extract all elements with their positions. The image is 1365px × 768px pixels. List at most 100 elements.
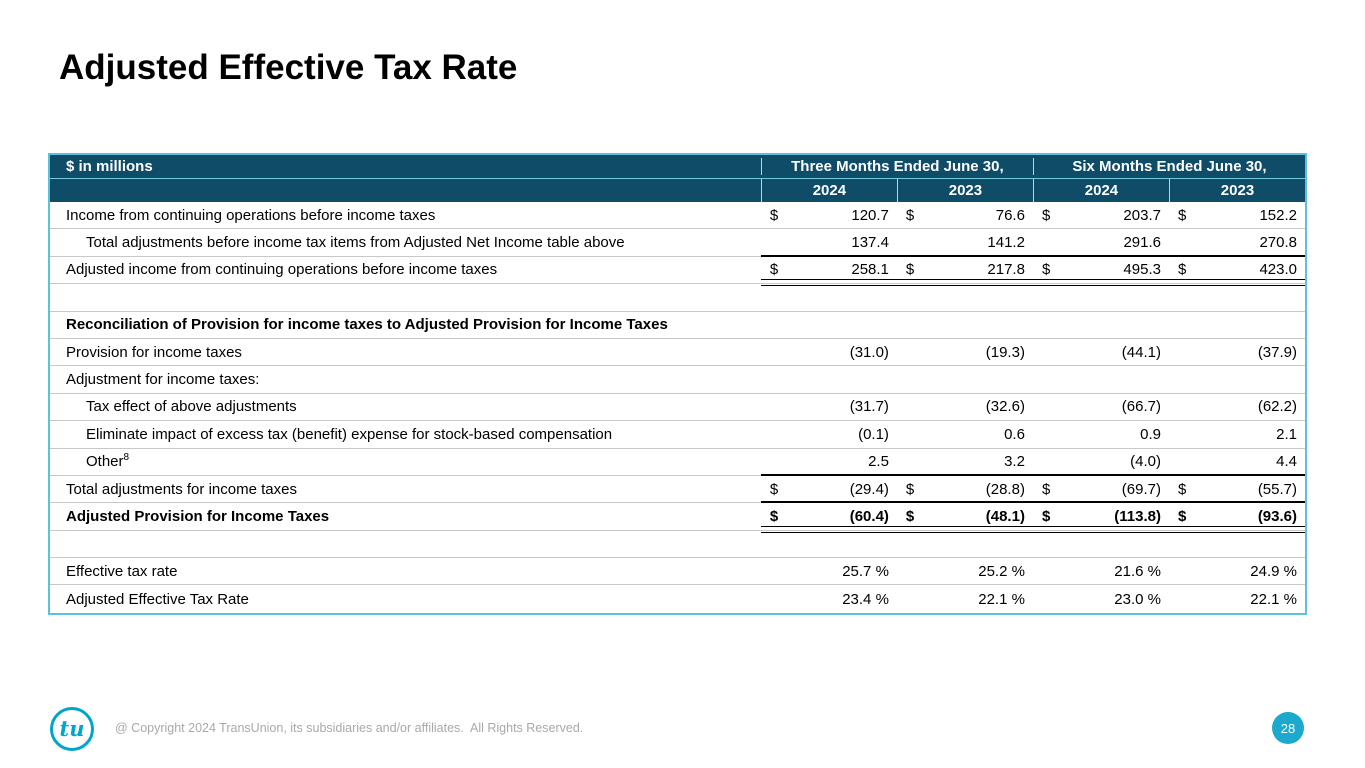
table-row: Adjusted Provision for Income Taxes $ (60… [50, 503, 1306, 534]
table-cell: 22.1 % [1250, 590, 1297, 608]
table-cell: $ (55.7) [1177, 480, 1297, 498]
table-cell: $258.1 [769, 261, 889, 279]
table-cell: $ (60.4) [769, 507, 889, 525]
logo-text: tu [59, 715, 85, 741]
table-row: Effective tax rate 25.7 % 25.2 % 21.6 % 24.… [50, 558, 1305, 586]
table-cell: $ (93.6) [1177, 507, 1297, 525]
row-label: Other8 [86, 453, 130, 471]
row-values: 25.7 % 25.2 % 21.6 % 24.9 % [761, 558, 1305, 584]
table-cell: $152.2 [1177, 206, 1297, 224]
page-title: Adjusted Effective Tax Rate [59, 48, 518, 87]
row-values: (31.0) (19.3) (44.1) (37.9) [761, 339, 1305, 365]
row-label: Total adjustments before income tax item… [86, 234, 625, 252]
table-cell [1169, 366, 1305, 392]
table-cell [1033, 284, 1169, 310]
table-cell [897, 366, 1033, 392]
table-cell: 25.7 % [842, 562, 889, 580]
table-cell [761, 366, 897, 392]
table-cell [897, 531, 1033, 557]
table-row: Income from continuing operations before… [50, 202, 1305, 230]
table-cell: $ (28.8) [905, 480, 1025, 498]
table-cell: 24.9 % [1250, 562, 1297, 580]
table-cell: $ (48.1) [905, 507, 1025, 525]
table-cell [897, 312, 1033, 338]
table-row: Other8 2.5 3.2 (4.0) 4.4 [50, 449, 1306, 477]
row-values [761, 531, 1305, 557]
row-values: $ (60.4) $ (48.1) $ (113.8) $ (93.6) [760, 503, 1306, 534]
table-cell: $495.3 [1041, 261, 1161, 279]
table-cell [897, 284, 1033, 310]
table-cell: $76.6 [905, 206, 1025, 224]
page-number-badge: 28 [1272, 712, 1304, 744]
table-cell: $423.0 [1177, 261, 1297, 279]
table-cell [761, 531, 897, 557]
row-label: Eliminate impact of excess tax (benefit)… [86, 425, 613, 443]
row-values: (0.1) 0.6 0.9 2.1 [761, 421, 1305, 447]
table-row: Total adjustments for income taxes $ (29.… [50, 476, 1306, 504]
transunion-logo-icon: tu [50, 707, 94, 751]
table-cell [1169, 312, 1305, 338]
table-cell: 137.4 [851, 234, 889, 252]
table-row [50, 531, 1305, 559]
table-cell: 291.6 [1123, 234, 1161, 252]
row-values: (31.7) (32.6) (66.7) (62.2) [761, 394, 1305, 420]
row-label: Adjusted Effective Tax Rate [66, 590, 249, 608]
row-values [761, 284, 1305, 310]
table-cell: $120.7 [769, 206, 889, 224]
row-values [761, 366, 1305, 392]
table-cell: (4.0) [1130, 453, 1161, 471]
row-values: 2.5 3.2 (4.0) 4.4 [760, 449, 1306, 477]
table-cell: (62.2) [1257, 398, 1298, 416]
table-cell: (66.7) [1121, 398, 1161, 416]
table-cell: (44.1) [1121, 343, 1161, 361]
row-label: Adjusted Provision for Income Taxes [66, 507, 330, 525]
row-label: Income from continuing operations before… [66, 206, 436, 224]
table-cell: 0.6 [1004, 425, 1025, 443]
table-cell: $ (113.8) [1041, 507, 1161, 525]
table-row: Reconciliation of Provision for income t… [50, 312, 1305, 339]
table-header-row-years: 2024 2023 2024 2023 [50, 178, 1305, 203]
column-header-year: 2024 [1032, 178, 1169, 202]
table-cell [1033, 366, 1169, 392]
table-cell: (31.0) [849, 343, 889, 361]
row-label: Provision for income taxes [66, 343, 242, 361]
table-cell: 23.0 % [1114, 590, 1161, 608]
table-row: Adjustment for income taxes: [50, 366, 1305, 394]
table-cell [1033, 312, 1169, 338]
row-label: Effective tax rate [66, 562, 178, 580]
table-cell [1033, 531, 1169, 557]
table-row: Total adjustments before income tax item… [50, 229, 1306, 258]
table-cell: (37.9) [1257, 343, 1297, 361]
tax-rate-table: $ in millions Three Months Ended June 30… [48, 153, 1307, 615]
column-group-three-months: Three Months Ended June 30, [760, 157, 1033, 175]
table-cell: 23.4 % [842, 590, 889, 608]
table-corner-label: $ in millions [66, 157, 153, 175]
table-cell: 2.5 [868, 453, 889, 471]
table-cell: 270.8 [1259, 234, 1298, 252]
table-cell [1169, 284, 1305, 310]
table-cell: 4.4 [1276, 453, 1298, 471]
table-cell: $203.7 [1041, 206, 1161, 224]
copyright-text: @ Copyright 2024 TransUnion, its subsidi… [115, 721, 584, 735]
column-header-year: 2024 [760, 178, 897, 202]
table-cell: (32.6) [985, 398, 1025, 416]
slide-footer: tu @ Copyright 2024 TransUnion, its subs… [0, 703, 1365, 755]
row-label: Tax effect of above adjustments [86, 398, 297, 416]
table-cell [1169, 531, 1305, 557]
table-cell: 3.2 [1004, 453, 1025, 471]
table-row: Eliminate impact of excess tax (benefit)… [50, 421, 1305, 449]
row-values: $ (29.4) $ (28.8) $ (69.7) $ (55.7) [760, 476, 1306, 504]
table-cell: 21.6 % [1114, 562, 1161, 580]
table-row [50, 284, 1305, 312]
column-header-year: 2023 [896, 178, 1033, 202]
table-cell: 141.2 [987, 234, 1025, 252]
table-cell: 22.1 % [978, 590, 1025, 608]
column-header-year: 2023 [1168, 178, 1305, 202]
row-values: 23.4 % 22.1 % 23.0 % 22.1 % [761, 585, 1305, 612]
table-cell: (0.1) [858, 425, 889, 443]
table-cell: (19.3) [985, 343, 1025, 361]
table-corner-empty [50, 179, 761, 203]
table-cell: 25.2 % [978, 562, 1025, 580]
table-cell: $217.8 [905, 261, 1025, 279]
table-cell: $ (29.4) [769, 480, 889, 498]
